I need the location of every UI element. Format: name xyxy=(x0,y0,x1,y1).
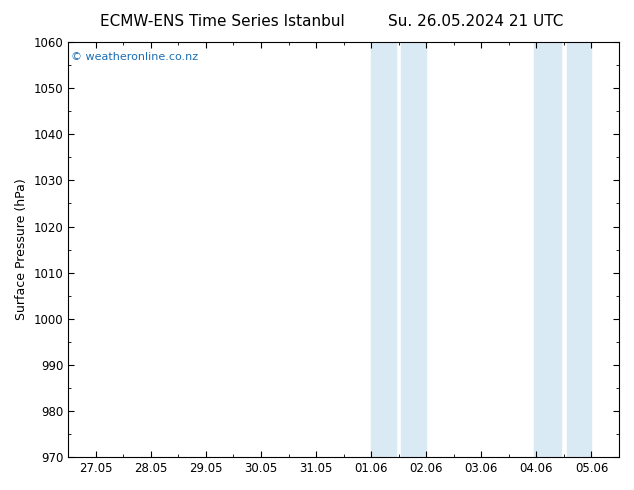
Text: Su. 26.05.2024 21 UTC: Su. 26.05.2024 21 UTC xyxy=(388,14,563,29)
Bar xyxy=(401,42,426,457)
Bar xyxy=(371,42,396,457)
Text: ECMW-ENS Time Series Istanbul: ECMW-ENS Time Series Istanbul xyxy=(100,14,344,29)
Text: © weatheronline.co.nz: © weatheronline.co.nz xyxy=(71,52,198,62)
Bar xyxy=(534,42,561,457)
Bar xyxy=(567,42,592,457)
Y-axis label: Surface Pressure (hPa): Surface Pressure (hPa) xyxy=(15,179,28,320)
